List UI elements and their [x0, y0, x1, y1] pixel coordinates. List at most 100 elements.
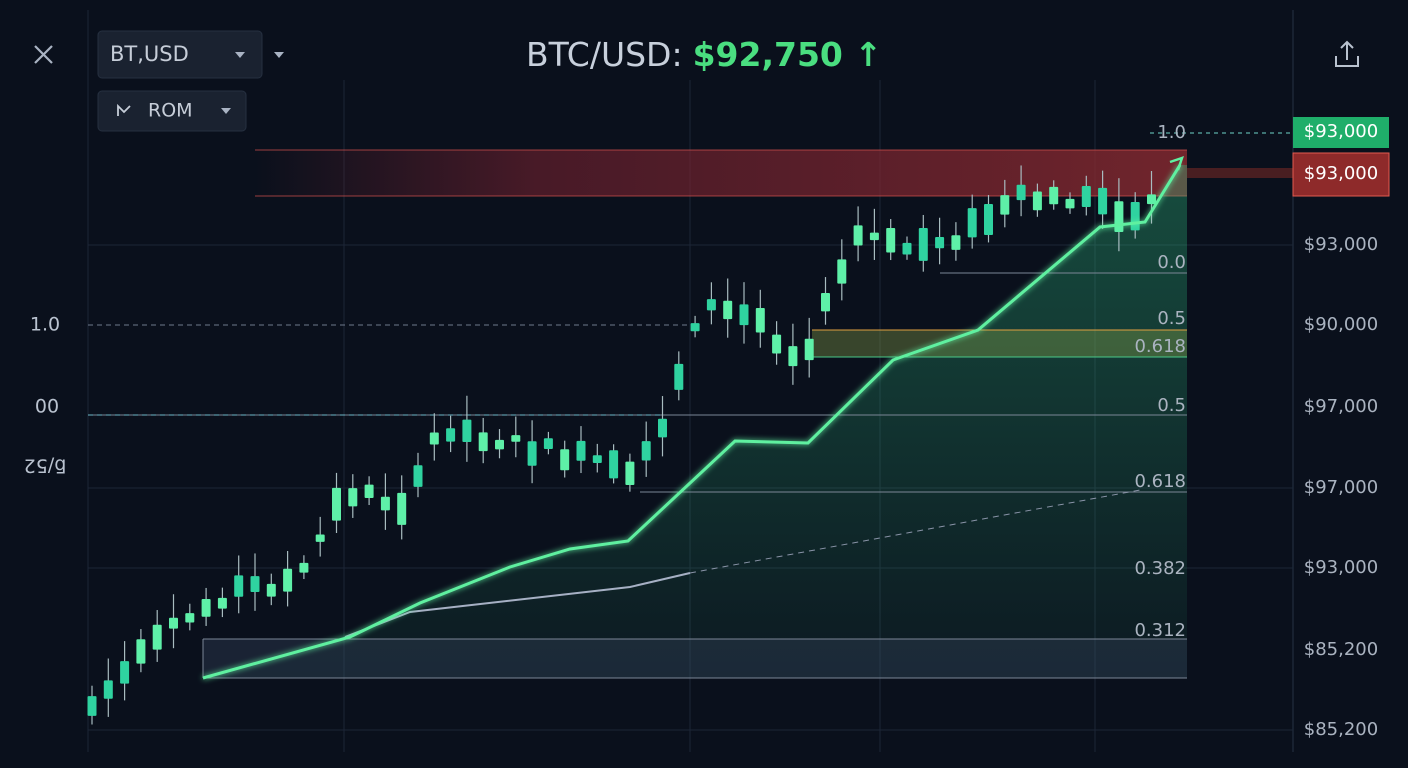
interval-icon — [117, 103, 131, 116]
candle-body — [1065, 198, 1075, 209]
trend-line — [202, 164, 1182, 680]
caret — [235, 52, 245, 58]
candle-body — [136, 639, 146, 664]
candle-body — [1016, 184, 1026, 201]
candle-body — [641, 441, 651, 461]
candle-body — [429, 432, 439, 445]
candle-body — [250, 576, 260, 592]
candle-body — [511, 435, 521, 442]
price-badge-red — [1292, 152, 1390, 197]
candle-body — [1049, 186, 1059, 205]
candle-body — [478, 432, 488, 452]
candle-body — [315, 534, 325, 542]
candle-body — [804, 338, 814, 361]
candle-body — [918, 227, 928, 261]
candle-body — [120, 661, 130, 684]
candle-body — [935, 237, 945, 249]
candle-body — [1081, 185, 1091, 207]
candle-body — [185, 613, 195, 623]
price-label: $92,750 ↑ — [693, 35, 882, 74]
candles — [87, 165, 1156, 725]
price-axis-label: $85,200 — [1304, 639, 1378, 660]
share-button[interactable] — [1335, 40, 1359, 67]
candle-body — [902, 242, 912, 255]
candle-body — [152, 624, 162, 650]
candle-body — [592, 455, 602, 464]
candle-body — [397, 492, 407, 525]
badge-label: $93,000 — [1304, 121, 1378, 142]
fib-label: 1.0 — [1157, 122, 1186, 143]
candle-body — [1130, 201, 1140, 231]
candle-body — [266, 583, 276, 597]
price-axis-label: $97,000 — [1304, 396, 1378, 417]
trend-arrow — [1169, 156, 1184, 171]
candle-body — [788, 346, 798, 367]
header-title: BTC/USD: $92,750 ↑ — [526, 35, 882, 74]
trend-area — [203, 165, 1187, 678]
candle-body — [951, 235, 961, 250]
zone-tail — [1187, 168, 1293, 178]
candle-body — [967, 208, 977, 238]
close-button[interactable] — [34, 45, 53, 64]
candle-body — [886, 228, 896, 253]
candle-body — [348, 488, 358, 507]
candle-body — [984, 203, 993, 235]
symbol-select[interactable] — [97, 30, 263, 79]
candle-body — [674, 363, 684, 390]
fib-zone — [812, 330, 1187, 357]
fib-label: 0.382 — [1134, 558, 1186, 579]
price-axis-label: $93,000 — [1304, 557, 1378, 578]
candle-body — [821, 293, 830, 312]
candle-body — [625, 461, 635, 486]
candle-body — [201, 599, 211, 617]
candle-body — [364, 484, 374, 499]
price-axis-label: $93,000 — [1304, 234, 1378, 255]
candle-body — [462, 419, 472, 442]
candle-body — [87, 696, 97, 716]
caret[interactable] — [274, 52, 284, 58]
candle-body — [380, 496, 390, 511]
candle-body — [413, 465, 423, 487]
candle-body — [706, 299, 716, 311]
price-badge-green — [1293, 117, 1389, 148]
candle-body — [1114, 201, 1124, 233]
candle-body — [658, 418, 667, 438]
left-label: ƃ/52 — [24, 455, 67, 477]
candle-body — [739, 304, 749, 326]
candle-body — [837, 259, 847, 284]
left-label: 00 — [35, 396, 59, 418]
candle-body — [723, 300, 733, 320]
candle-body — [609, 450, 619, 479]
fib-label: 0.618 — [1134, 471, 1186, 492]
fib-label: 0.312 — [1134, 620, 1186, 641]
price-axis-label: $97,000 — [1304, 477, 1378, 498]
candle-body — [1147, 194, 1156, 205]
candle-body — [869, 232, 879, 241]
symbol-text: BT,USD — [110, 42, 189, 66]
candle-body — [527, 441, 537, 466]
fib-label: 0.0 — [1157, 252, 1186, 273]
candle-body — [1098, 187, 1108, 215]
fib-label: 0.5 — [1157, 395, 1186, 416]
candle-body — [1000, 195, 1010, 215]
interval-text: ROM — [148, 100, 193, 122]
resistance-zone — [255, 150, 1187, 196]
candle-body — [169, 617, 178, 629]
candle-body — [299, 562, 309, 573]
candle-body — [446, 428, 456, 442]
badge-label: $93,000 — [1304, 163, 1378, 184]
candle-body — [103, 680, 113, 699]
fib-label: 0.5 — [1157, 308, 1186, 329]
fib-levels — [88, 132, 1293, 679]
candle-body — [560, 449, 570, 471]
pair-label: BTC/USD: — [526, 35, 683, 74]
candle-body — [1032, 191, 1042, 211]
candle-body — [234, 575, 244, 597]
candle-body — [853, 225, 863, 246]
fib-label: 0.618 — [1134, 336, 1186, 357]
price-axis-label: $85,200 — [1304, 719, 1378, 740]
candle-body — [543, 438, 553, 449]
candle-body — [576, 440, 586, 461]
interval-select[interactable] — [97, 90, 247, 132]
